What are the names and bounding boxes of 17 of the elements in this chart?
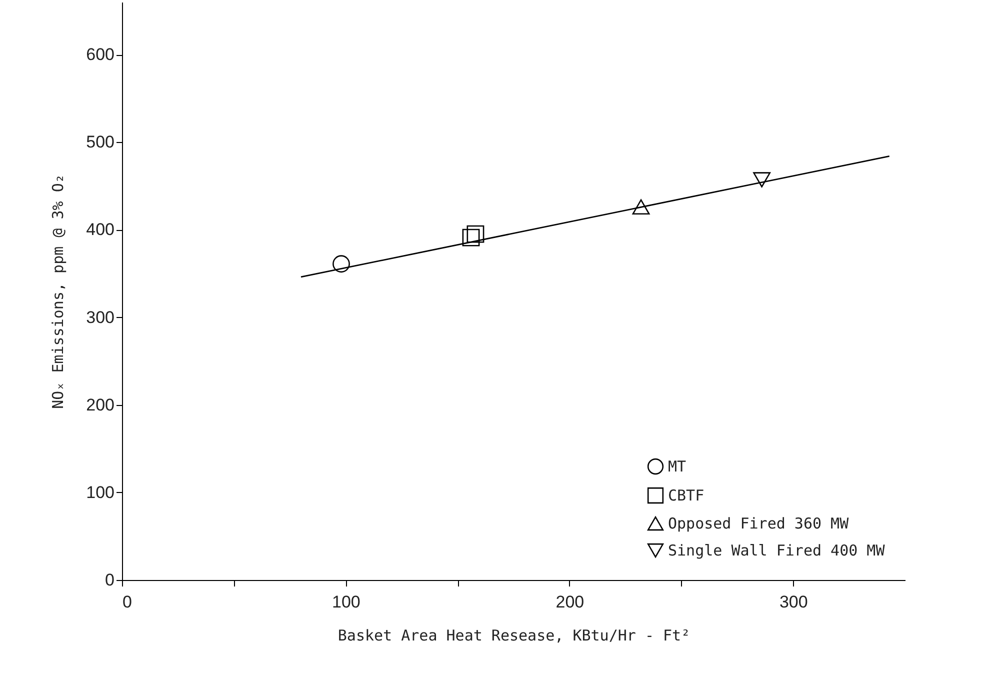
y-tick-label: 500 (86, 132, 114, 152)
y-tick-label: 0 (105, 570, 114, 590)
legend-label: Single Wall Fired 400 MW (668, 542, 886, 560)
x-tick-label: 200 (556, 592, 584, 612)
x-tick-label: 100 (332, 592, 360, 612)
x-tick-label: 0 (122, 592, 132, 612)
y-tick-label: 200 (86, 395, 114, 414)
x-axis-title: Basket Area Heat Resease, KBtu/Hr - Ft² (338, 626, 690, 644)
y-tick-label: 300 (86, 308, 114, 327)
y-axis-title: NOₓ Emissions, ppm @ 3% O₂ (49, 174, 68, 409)
y-tick-label: 400 (86, 220, 114, 240)
x-tick-label: 300 (779, 592, 808, 612)
legend-label: CBTF (668, 486, 704, 504)
y-tick-label: 100 (86, 482, 114, 502)
y-tick-label: 600 (86, 45, 114, 64)
legend-label: MT (668, 458, 686, 476)
legend-label: Opposed Fired 360 MW (668, 514, 850, 532)
